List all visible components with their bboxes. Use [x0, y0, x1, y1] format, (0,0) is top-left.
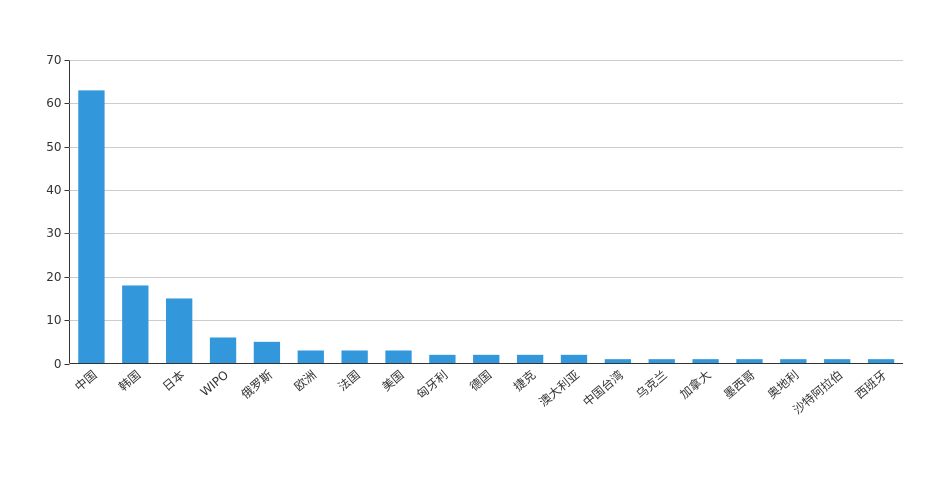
y-tick-label: 40: [46, 183, 61, 197]
x-tick-label: 墨西哥: [721, 368, 758, 402]
y-tick-label: 10: [46, 313, 61, 327]
bar: [736, 359, 763, 364]
x-tick-label: 匈牙利: [414, 368, 451, 402]
bar: [253, 341, 281, 364]
bar: [648, 359, 675, 364]
x-tick-label: 捷克: [511, 368, 538, 394]
x-tick-label: 乌克兰: [633, 367, 670, 402]
bar: [824, 359, 851, 364]
bar: [692, 359, 719, 364]
x-tick-label: 德国: [466, 367, 494, 394]
x-tick-label: 西班牙: [853, 368, 890, 402]
x-tick-label: WIPO: [198, 368, 232, 399]
x-tick-label: 加拿大: [677, 367, 714, 402]
x-tick-label: 日本: [160, 368, 187, 394]
bar: [867, 359, 895, 364]
y-tick-label: 0: [54, 357, 62, 371]
bar: [297, 350, 324, 364]
x-tick-label: 韩国: [115, 367, 143, 394]
x-tick-label: 澳大利亚: [536, 368, 582, 410]
x-tick-label: 欧洲: [292, 368, 319, 394]
x-tick-label: 俄罗斯: [238, 368, 275, 402]
x-tick-label: 奥地利: [765, 368, 802, 402]
y-tick-label: 20: [46, 270, 61, 284]
x-tick-label: 中国: [72, 367, 100, 394]
bar: [341, 350, 368, 364]
x-tick-label: 中国台湾: [580, 367, 626, 409]
y-tick-label: 30: [46, 226, 61, 240]
bar: [516, 354, 544, 364]
bar: [560, 354, 588, 364]
bar: [473, 354, 500, 364]
x-tick-label: 美国: [379, 368, 406, 394]
y-tick-label: 50: [46, 140, 61, 154]
y-tick-label: 60: [46, 96, 61, 110]
bar: [78, 90, 105, 364]
bar: [780, 359, 807, 364]
bar: [122, 285, 149, 364]
bar: [209, 337, 237, 364]
x-tick-label: 法国: [335, 368, 362, 394]
bar: [385, 350, 412, 364]
y-tick-label: 70: [46, 53, 61, 67]
bar: [429, 354, 456, 364]
bar: [604, 359, 632, 364]
bar: [166, 298, 193, 364]
